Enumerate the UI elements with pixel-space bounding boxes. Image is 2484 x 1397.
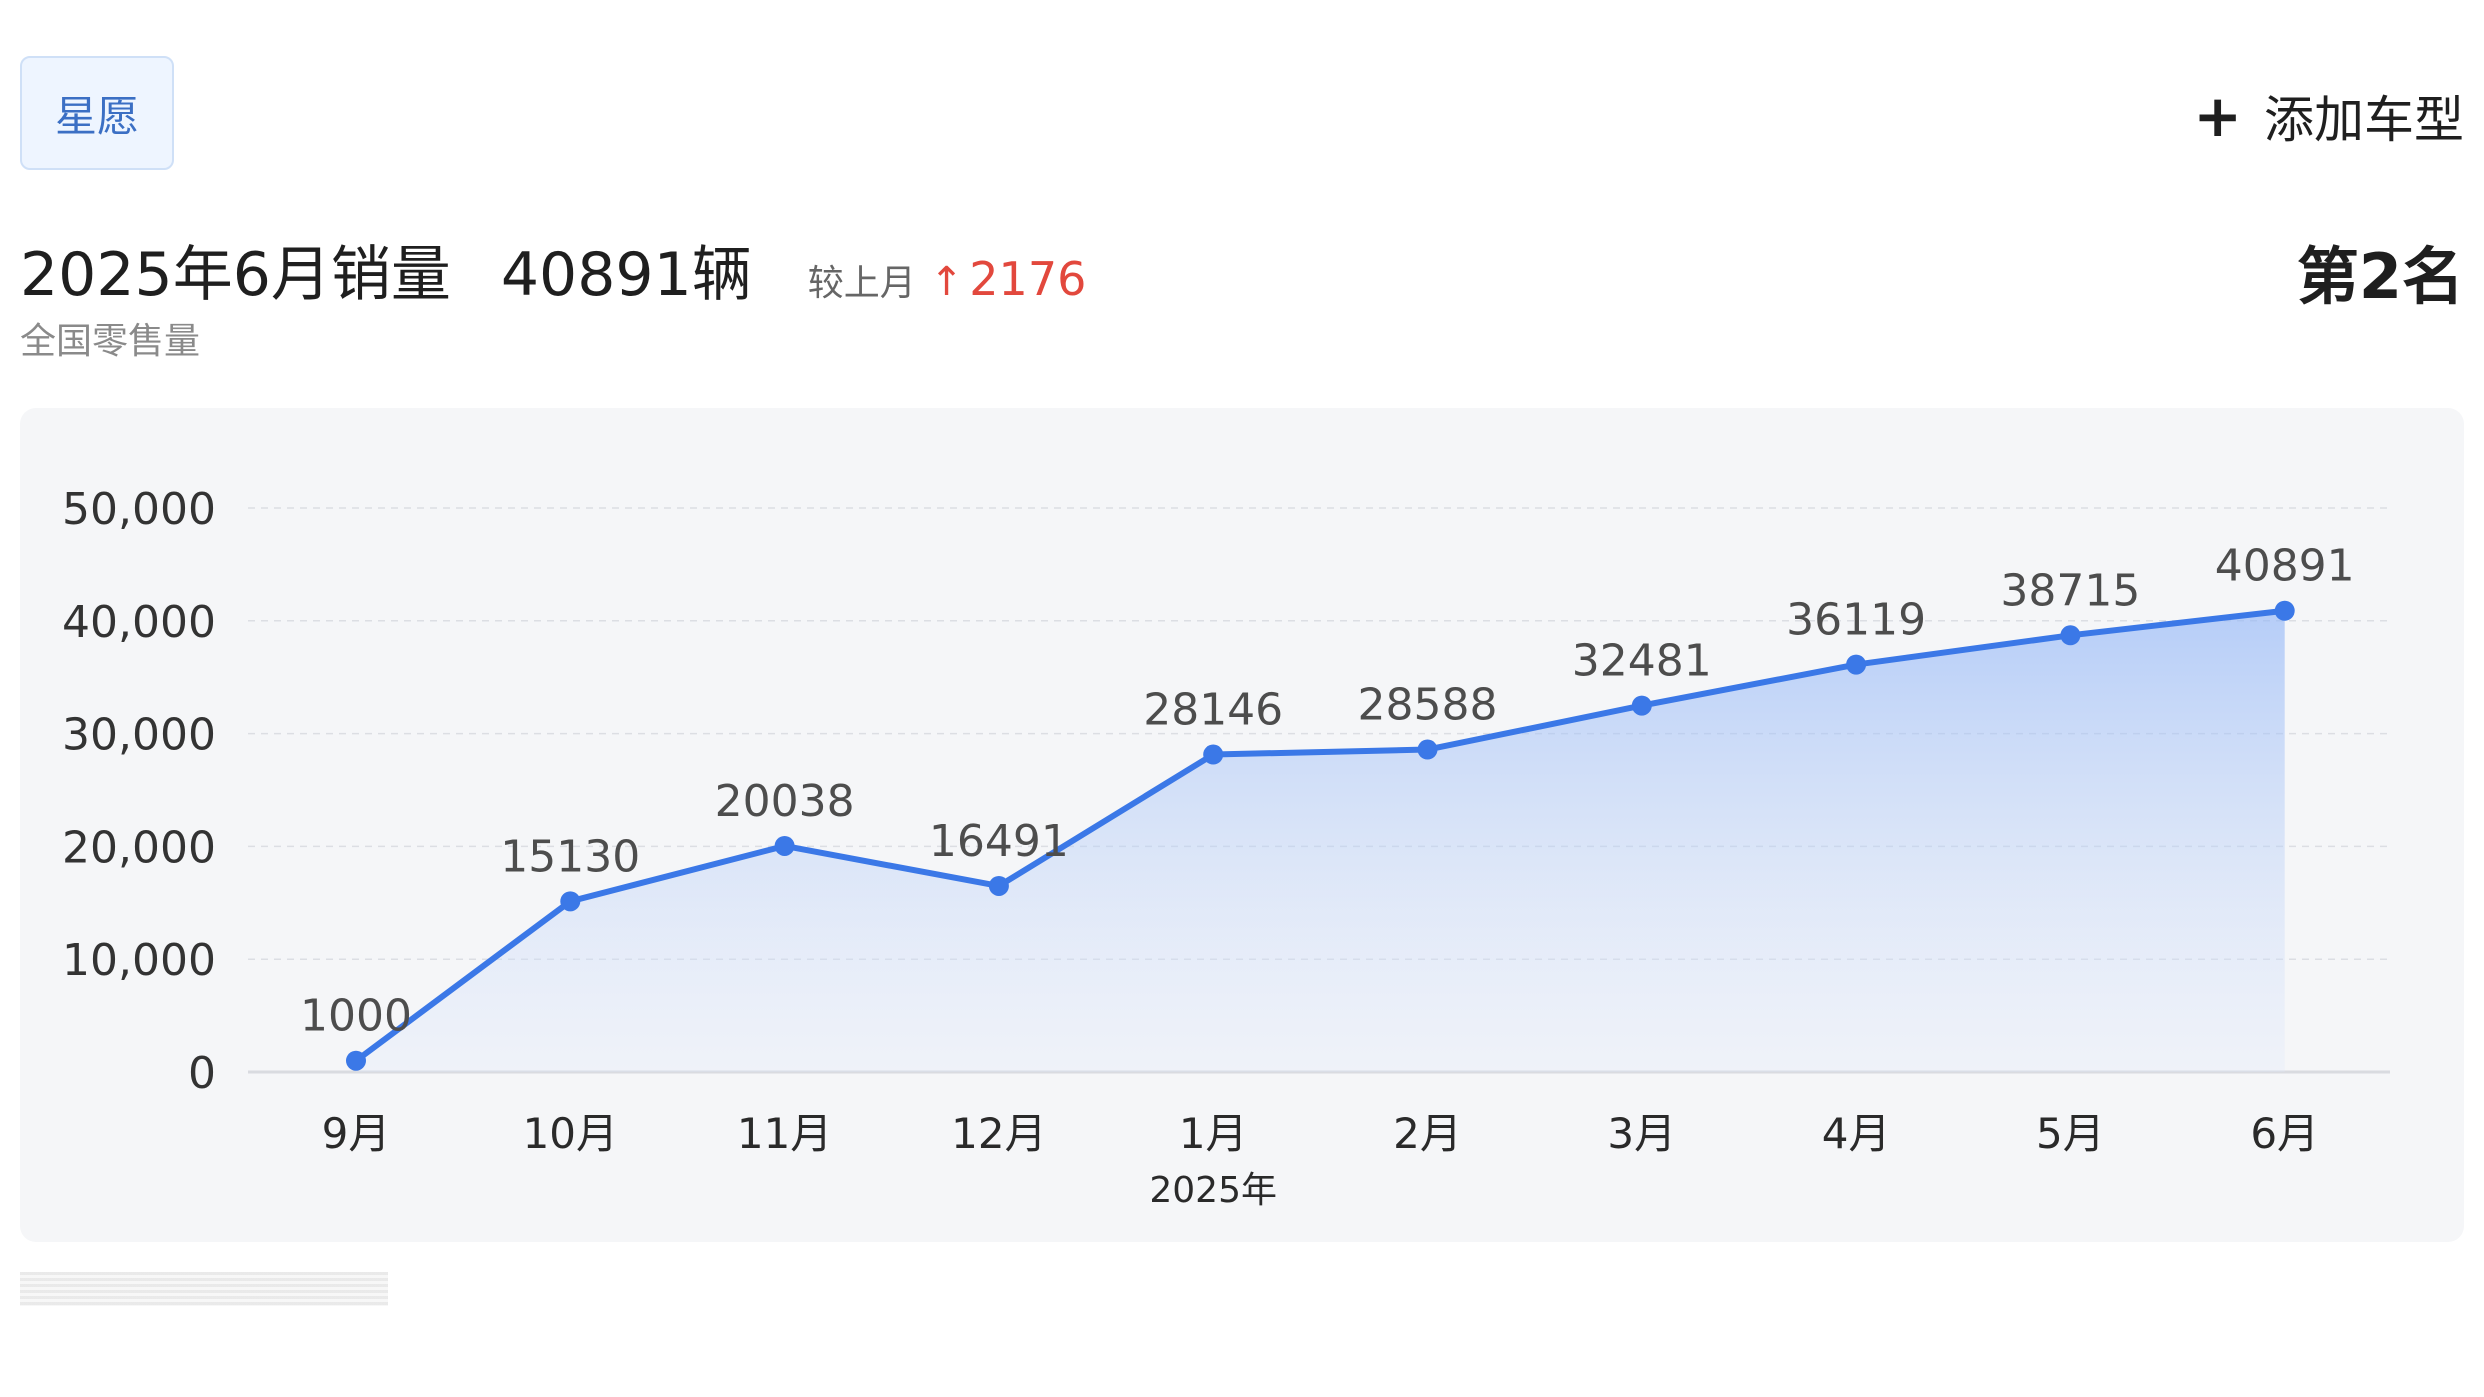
footer-placeholder xyxy=(20,1272,388,1306)
x-tick-label: 4月 xyxy=(1822,1109,1891,1158)
data-label: 28146 xyxy=(1143,685,1283,736)
data-label: 28588 xyxy=(1358,680,1498,731)
month-delta: 2176 xyxy=(969,252,1087,306)
y-tick-label: 0 xyxy=(188,1048,216,1099)
data-label: 1000 xyxy=(300,991,412,1042)
data-label: 16491 xyxy=(929,816,1069,867)
y-tick-label: 20,000 xyxy=(62,822,216,873)
data-point xyxy=(774,835,795,856)
model-tag[interactable]: 星愿 xyxy=(20,56,174,170)
data-point xyxy=(2060,625,2081,646)
arrow-up-icon: ↑ xyxy=(929,259,964,305)
model-tag-label: 星愿 xyxy=(54,91,139,141)
plus-icon: + xyxy=(2193,82,2242,150)
data-point xyxy=(2274,600,2295,621)
data-label: 40891 xyxy=(2215,541,2355,592)
data-point xyxy=(988,875,1009,896)
y-tick-label: 40,000 xyxy=(62,597,216,648)
data-label: 38715 xyxy=(2000,565,2140,616)
series-line xyxy=(353,607,2288,1064)
y-tick-label: 10,000 xyxy=(62,935,216,986)
year-label: 2025年 xyxy=(1149,1170,1277,1211)
add-model-button[interactable]: + 添加车型 xyxy=(2193,80,2464,152)
x-tick-label: 6月 xyxy=(2250,1109,2319,1158)
y-tick-label: 30,000 xyxy=(62,710,216,761)
add-model-label: 添加车型 xyxy=(2264,91,2464,149)
data-label: 36119 xyxy=(1786,595,1926,646)
rank-badge: 第2名 xyxy=(2296,240,2464,313)
data-point xyxy=(346,1050,366,1071)
x-tick-label: 5月 xyxy=(2036,1109,2105,1158)
sales-headline: 2025年6月销量 40891辆 较上月 ↑ 2176 xyxy=(20,226,1086,313)
data-point xyxy=(560,891,581,912)
compare-label: 较上月 xyxy=(807,263,916,304)
y-tick-label: 50,000 xyxy=(62,484,216,535)
x-tick-label: 12月 xyxy=(951,1109,1046,1158)
data-label: 32481 xyxy=(1572,636,1712,687)
x-tick-label: 9月 xyxy=(322,1109,391,1158)
x-tick-label: 1月 xyxy=(1179,1109,1248,1158)
series-area xyxy=(356,610,2285,1072)
data-point xyxy=(1417,739,1438,760)
x-tick-label: 10月 xyxy=(523,1109,618,1158)
data-point xyxy=(1846,654,1867,675)
x-tick-label: 11月 xyxy=(737,1109,832,1158)
x-tick-label: 2月 xyxy=(1393,1109,1462,1158)
data-label: 15130 xyxy=(500,831,640,882)
data-point xyxy=(1631,695,1652,716)
sales-chart-card: 0 10,000 20,000 30,000 40,000 50,000 1000 15130… xyxy=(20,408,2464,1242)
x-tick-label: 3月 xyxy=(1607,1109,1676,1158)
sales-volume: 40891辆 xyxy=(500,240,752,310)
sales-line-chart: 0 10,000 20,000 30,000 40,000 50,000 1000 15130… xyxy=(62,484,2390,1211)
sales-title: 2025年6月销量 xyxy=(20,240,451,310)
sales-subtitle: 全国零售量 xyxy=(20,321,201,362)
data-point xyxy=(1203,744,1224,765)
data-label: 20038 xyxy=(715,776,855,827)
